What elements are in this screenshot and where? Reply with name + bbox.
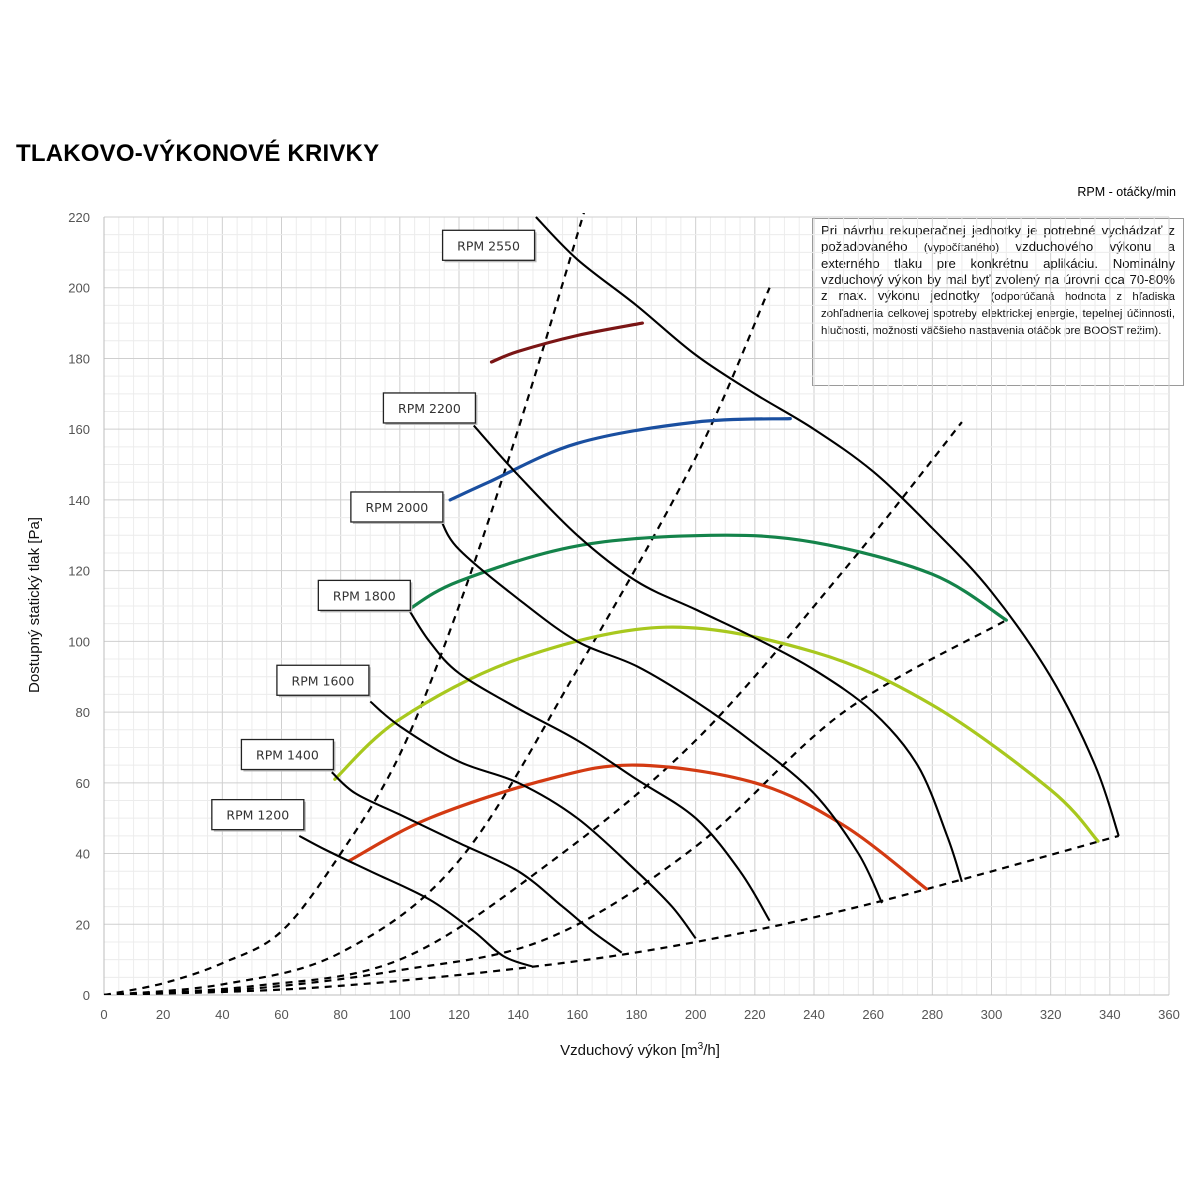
- x-tick-label: 120: [448, 1007, 470, 1022]
- rpm-label-box: [276, 664, 370, 696]
- x-axis-title: Vzduchový výkon [m3/h]: [560, 1041, 720, 1059]
- x-tick-label: 200: [685, 1007, 707, 1022]
- rpm-labels: RPM 2550 RPM 2200 RPM 2000 RPM 1800 RPM 1600…: [211, 229, 537, 832]
- system-curve-k3: [104, 421, 963, 995]
- x-axis-title-end: /h]: [703, 1042, 720, 1059]
- y-tick-label: 220: [68, 210, 90, 225]
- y-tick-label: 0: [83, 988, 90, 1003]
- design-note-main-cont: vzduchového výkonu a externého tlaku pre…: [821, 239, 1175, 303]
- x-axis-title-main: Vzduchový výkon [m: [560, 1042, 698, 1059]
- rpm-label-rpm-1800: RPM 1800: [317, 579, 413, 613]
- fan-curves: [298, 216, 1120, 968]
- x-tick-label: 100: [389, 1007, 411, 1022]
- x-tick-label: 320: [1040, 1007, 1062, 1022]
- x-axis-title-sup: 3: [698, 1041, 704, 1052]
- system-curves: [104, 213, 1119, 995]
- system-curve-k1: [104, 213, 585, 995]
- operating-curve-yellow-green: [333, 625, 1100, 843]
- fan-curve-rpm-1800: [407, 608, 771, 922]
- x-tick-label: 340: [1099, 1007, 1121, 1022]
- rpm-label-box: [211, 798, 305, 831]
- operating-curves: [333, 321, 1100, 891]
- rpm-label-text: RPM 2200: [398, 401, 461, 416]
- rpm-label-box: [441, 229, 536, 261]
- system-curve-k2: [104, 287, 771, 995]
- operating-curve-green: [407, 533, 1008, 622]
- rpm-label-rpm-2550: RPM 2550: [441, 229, 537, 263]
- operating-curve-dark-red: [489, 321, 644, 364]
- rpm-unit-note: RPM - otáčky/min: [1077, 185, 1176, 199]
- x-tick-label: 80: [333, 1007, 347, 1022]
- y-axis-title: Dostupný statický tlak [Pa]: [26, 517, 43, 693]
- fan-curve-rpm-1400: [331, 771, 623, 954]
- grid: [103, 216, 1170, 996]
- axes: 0 20 40 60 80 100 120 140 160 180 200 220 240 260 280 3…: [68, 210, 1180, 1022]
- y-tick-label: 60: [76, 776, 90, 791]
- fan-curve-rpm-2550: [535, 216, 1120, 837]
- y-tick-label: 120: [68, 564, 90, 579]
- rpm-label-text: RPM 2550: [457, 238, 520, 253]
- rpm-label-rpm-1600: RPM 1600: [276, 664, 371, 698]
- rpm-label-text: RPM 1400: [256, 748, 319, 763]
- rpm-label-rpm-2200: RPM 2200: [382, 392, 478, 425]
- rpm-label-rpm-1200: RPM 1200: [211, 798, 306, 832]
- x-tick-label: 220: [744, 1007, 766, 1022]
- rpm-label-rpm-1400: RPM 1400: [240, 738, 336, 772]
- x-tick-label: 0: [100, 1007, 107, 1022]
- operating-curve-blue: [448, 417, 792, 502]
- y-tick-label: 200: [68, 281, 90, 296]
- rpm-label-rpm-2000: RPM 2000: [350, 491, 445, 524]
- system-curve-k5: [104, 834, 1119, 995]
- x-tick-label: 160: [566, 1007, 588, 1022]
- y-tick-label: 40: [76, 847, 90, 862]
- rpm-label-box: [240, 738, 335, 771]
- operating-curve-orange-red: [347, 763, 928, 891]
- rpm-label-text: RPM 1200: [226, 808, 289, 823]
- x-tick-label: 360: [1158, 1007, 1180, 1022]
- system-curve-k4: [104, 619, 1007, 995]
- rpm-label-box: [382, 392, 477, 424]
- y-tick-label: 180: [68, 351, 90, 366]
- page-title: TLAKOVO-VÝKONOVÉ KRIVKY: [16, 140, 380, 167]
- rpm-label-text: RPM 2000: [365, 500, 428, 515]
- y-tick-label: 100: [68, 634, 90, 649]
- rpm-label-box: [350, 491, 444, 523]
- rpm-label-text: RPM 1800: [333, 588, 396, 603]
- fan-curve-rpm-2000: [440, 520, 883, 904]
- y-tick-label: 80: [76, 705, 90, 720]
- rpm-label-text: RPM 1600: [292, 673, 355, 688]
- x-tick-label: 260: [862, 1007, 884, 1022]
- x-tick-label: 60: [274, 1007, 288, 1022]
- x-tick-label: 20: [156, 1007, 170, 1022]
- fan-curve-rpm-1600: [369, 700, 697, 940]
- fan-curve-rpm-2200: [473, 424, 963, 883]
- x-tick-label: 180: [626, 1007, 648, 1022]
- x-tick-label: 300: [981, 1007, 1003, 1022]
- rpm-label-box: [317, 579, 411, 612]
- y-tick-label: 160: [68, 422, 90, 437]
- y-tick-label: 140: [68, 493, 90, 508]
- x-tick-label: 240: [803, 1007, 825, 1022]
- y-tick-label: 20: [76, 917, 90, 932]
- x-tick-label: 140: [507, 1007, 529, 1022]
- fan-curve-rpm-1200: [298, 834, 534, 968]
- x-tick-label: 280: [921, 1007, 943, 1022]
- x-tick-label: 40: [215, 1007, 229, 1022]
